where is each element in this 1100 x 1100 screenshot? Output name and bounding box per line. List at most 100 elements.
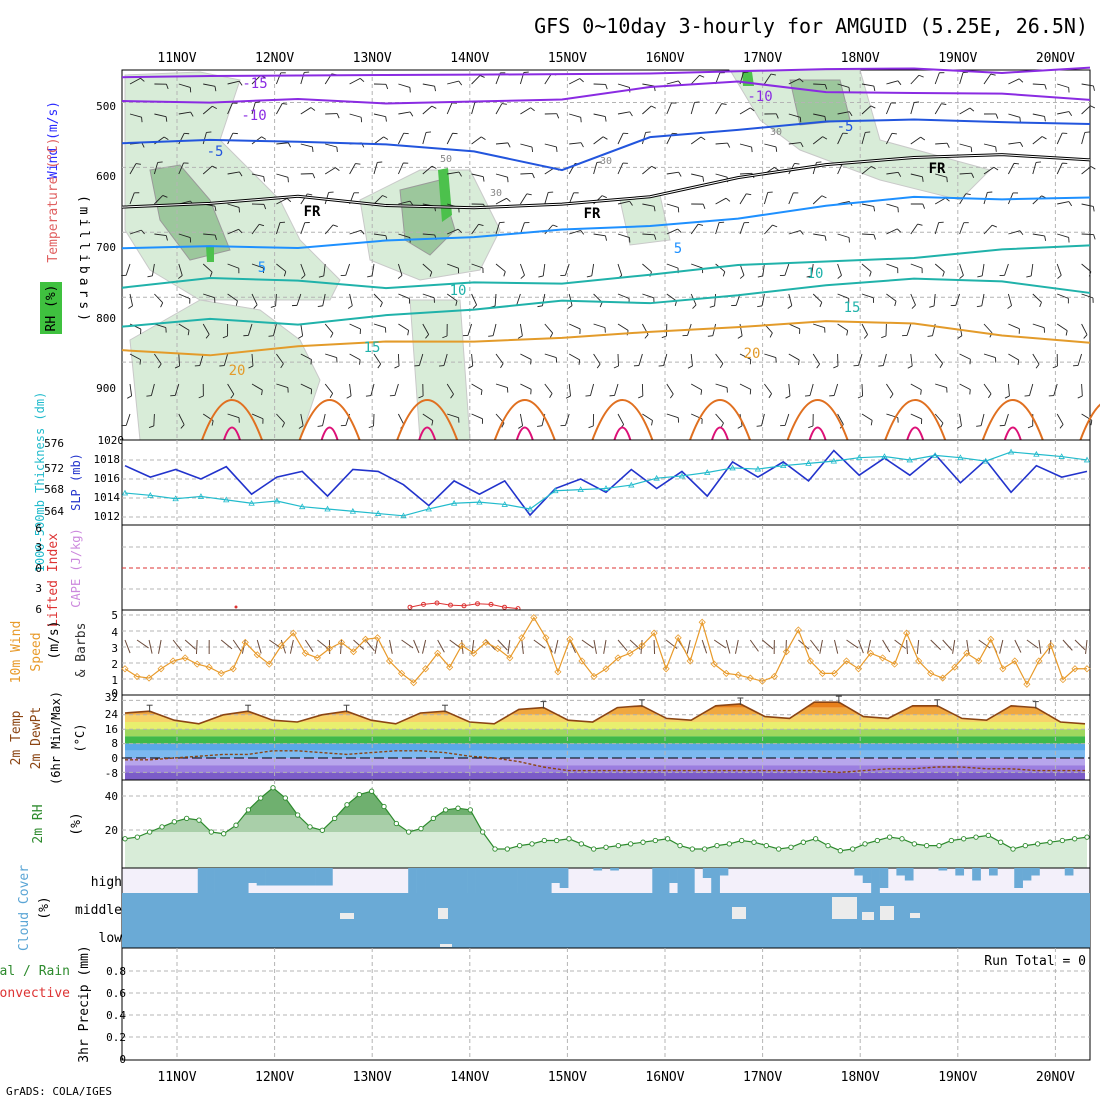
thickness-marker (501, 501, 508, 507)
wind-barb-flag (674, 300, 677, 306)
cloud-high-bar (1022, 868, 1032, 881)
wind-barb (788, 230, 801, 235)
wind-barb (715, 142, 728, 145)
wind-barb (861, 83, 874, 87)
wind-barb-flag (922, 203, 926, 209)
cloud-axis-labels: high middle low Cloud Cover (%) (17, 865, 122, 951)
thk-tick-572: 572 (44, 462, 64, 475)
rh-marker (998, 839, 1004, 845)
wind-barb (981, 263, 985, 276)
cloud-high-bar (1031, 868, 1040, 876)
wind10-barb (866, 639, 872, 654)
rh-marker (936, 842, 942, 849)
wind-barb (203, 293, 215, 299)
isotherm-10 (121, 244, 1091, 290)
bottom-date-17NOV: 17NOV (743, 1070, 782, 1085)
wind-barb (910, 136, 921, 145)
bottom-date-15NOV: 15NOV (548, 1070, 587, 1085)
wind-barb (129, 163, 137, 175)
wind-barb (520, 193, 528, 205)
cloud-high-bar (467, 868, 476, 893)
wind-barb (617, 413, 625, 425)
cloud-high-bar (711, 868, 720, 893)
wind-barb (642, 263, 652, 273)
cloud-high-bar (652, 868, 662, 893)
wind-barb-flag (1068, 201, 1073, 207)
wind-barb (617, 83, 630, 88)
wind-barb-flag (286, 198, 292, 203)
wind-barb (712, 323, 717, 336)
wind-barb (349, 113, 362, 118)
wind-barb (422, 132, 427, 145)
thickness-marker (678, 472, 686, 479)
wind-barb (739, 143, 752, 148)
wind-barb (203, 83, 216, 87)
wind-barb-flag (1013, 162, 1019, 165)
thickness-marker (881, 453, 888, 459)
wind-barb-flag (661, 335, 667, 339)
wind-barb (981, 293, 985, 306)
wind-barb (837, 413, 844, 425)
wind-barb (886, 293, 897, 302)
wind-barb-flag (1027, 425, 1033, 429)
wind10-marker (205, 663, 213, 671)
wind-barb (617, 263, 623, 276)
wind-barb-flag (263, 176, 265, 182)
wind10-barb (1038, 639, 1042, 654)
wind-barb-flag (174, 365, 180, 369)
wind-barb (300, 143, 313, 148)
rh-marker (566, 836, 572, 842)
wind10-marker (530, 614, 538, 622)
rh-marker (282, 795, 288, 801)
wind-barb-flag (629, 111, 633, 117)
wind-barb (837, 233, 850, 238)
wind-barb (1032, 353, 1040, 365)
wind-barb (373, 195, 383, 205)
surface-lobe-hot (906, 426, 925, 441)
wind10-marker (1047, 641, 1055, 650)
wind10-barb (413, 639, 420, 654)
wind10-barb (593, 639, 597, 654)
wind-barb (983, 73, 992, 85)
cloud-high-bar (231, 868, 241, 893)
wind-barb-flag (479, 75, 485, 78)
wind-barb-flag (757, 275, 763, 278)
lifted-index-marker (502, 604, 507, 610)
wind-barb-flag (253, 304, 258, 309)
wind-barb (788, 113, 801, 118)
grads-credit: GrADS: COLA/IGES (6, 1085, 112, 1098)
wind10-barb (833, 639, 839, 654)
wind-tick-5: 5 (111, 609, 118, 622)
slp-line (124, 449, 1088, 517)
wind-barb (764, 73, 772, 85)
wind-barb (1081, 132, 1086, 145)
li-tick-6b: 6 (35, 603, 42, 616)
wind-barb (614, 383, 619, 396)
wind10-barb (930, 639, 942, 651)
wind-barb-flag (336, 146, 338, 153)
wind-barb-flag (692, 304, 697, 309)
wind-barb (568, 383, 571, 396)
wind-barb-flag (774, 166, 779, 171)
wind-barb-flag (651, 105, 657, 109)
rh-marker (147, 829, 153, 835)
wind-barb (129, 383, 133, 396)
wind-barb-flag (863, 334, 868, 339)
wind-barb (296, 293, 302, 306)
thickness-marker (552, 487, 559, 494)
rh-marker (677, 842, 683, 849)
contour-label: 20 (744, 346, 761, 362)
wind-barb-flag (311, 146, 314, 152)
wind-barb (398, 83, 411, 88)
cloud-gap (440, 944, 452, 947)
wind-barb (129, 353, 141, 361)
wind-barb (251, 293, 258, 306)
chart-title: GFS 0~10day 3-hourly for AMGUID (5.25E, … (534, 14, 1088, 38)
cloud-high-bar (854, 868, 864, 876)
wind-barb-flag (808, 425, 814, 429)
wind-barb (520, 107, 531, 115)
rh-marker (245, 807, 251, 813)
wind10-barb (1062, 639, 1073, 651)
rh-marker (1084, 834, 1090, 840)
wind-barb (446, 293, 458, 302)
